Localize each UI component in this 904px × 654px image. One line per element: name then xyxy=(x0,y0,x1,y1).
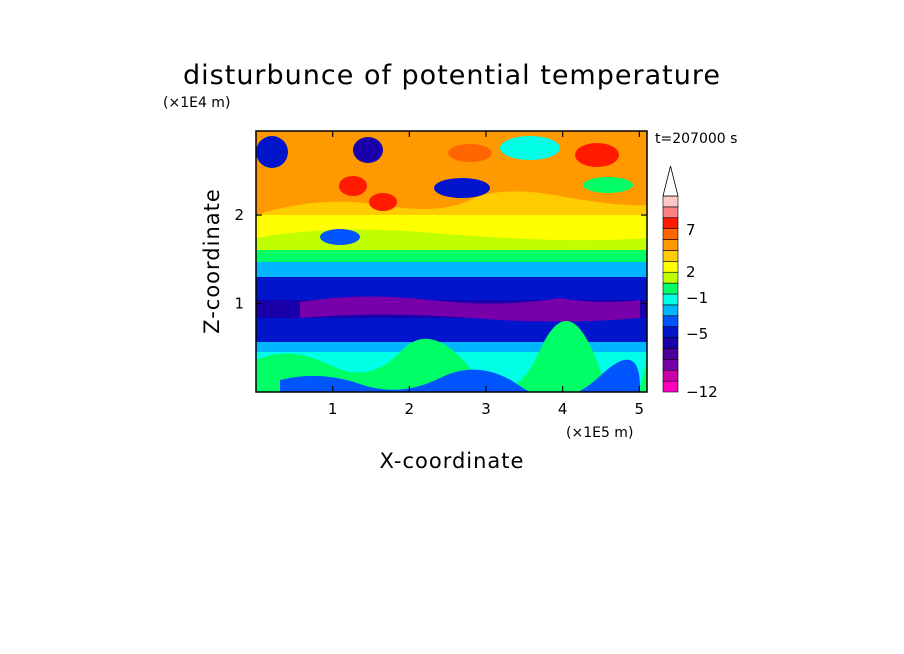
colorbar-swatch xyxy=(662,228,679,240)
colorbar xyxy=(662,165,679,393)
green-cell-top xyxy=(500,136,560,160)
surface-irregular xyxy=(256,320,647,392)
x-tick-label: 3 xyxy=(481,400,491,418)
cold-core-blob xyxy=(300,296,640,322)
colorbar-swatch xyxy=(662,315,679,327)
colorbar-extend-arrow xyxy=(662,165,679,197)
colorbar-label-minus-5: −5 xyxy=(686,325,708,343)
red-cell-right xyxy=(575,143,619,167)
colorbar-labels: 7 2 −1 −5 −12 xyxy=(686,221,718,401)
colorbar-swatch xyxy=(662,337,679,349)
colorbar-swatch xyxy=(662,326,679,338)
colorbar-swatch xyxy=(662,271,679,284)
colorbar-swatch xyxy=(662,250,679,262)
surface-blue xyxy=(280,359,640,392)
blue-cell-4 xyxy=(320,229,360,245)
colorbar-label-minus-1: −1 xyxy=(686,289,708,307)
x-tick-label: 5 xyxy=(635,400,645,418)
colorbar-swatch xyxy=(662,206,679,219)
colorbar-swatch xyxy=(662,282,679,295)
x-axis-label: X-coordinate xyxy=(380,449,525,473)
blue-cell-2 xyxy=(434,178,490,198)
x-axis: 1 2 3 4 5 xyxy=(328,131,644,418)
red-cell-1 xyxy=(339,176,367,196)
x-unit-label: (×1E5 m) xyxy=(566,425,633,441)
green-cell-right xyxy=(583,177,633,193)
colorbar-swatch xyxy=(662,239,679,251)
blue-cell-1 xyxy=(353,137,383,163)
blue-cell-3 xyxy=(256,136,288,168)
colorbar-swatch xyxy=(662,380,679,393)
colorbar-label-minus-12: −12 xyxy=(686,383,718,401)
plot-frame xyxy=(255,130,648,393)
colorbar-swatch xyxy=(662,217,679,229)
x-tick-label: 4 xyxy=(558,400,568,418)
colorbar-label-7: 7 xyxy=(686,221,696,239)
colorbar-swatch xyxy=(662,195,679,208)
time-label: t=207000 s xyxy=(655,131,737,147)
colorbar-label-2: 2 xyxy=(686,263,696,281)
chart-title: disturbunce of potential temperature xyxy=(183,60,721,91)
colorbar-swatch xyxy=(662,293,679,306)
red-cell-top xyxy=(448,144,492,162)
upper-yellow xyxy=(256,191,647,215)
colorbar-swatch xyxy=(662,359,679,371)
x-tick-label: 2 xyxy=(405,400,415,418)
y-unit-label: (×1E4 m) xyxy=(163,95,230,111)
y-tick-label: 2 xyxy=(234,206,244,224)
red-cell-2 xyxy=(369,193,397,211)
colorbar-swatch xyxy=(662,304,679,317)
colorbar-swatch xyxy=(662,369,679,382)
band-transition-2 xyxy=(256,250,647,262)
contour-field xyxy=(256,131,647,392)
colorbar-swatch xyxy=(662,261,679,273)
colorbar-swatch xyxy=(662,348,679,360)
y-axis-label: Z-coordinate xyxy=(200,188,224,334)
x-tick-label: 1 xyxy=(328,400,338,418)
y-tick-label: 1 xyxy=(234,295,244,313)
band-transition xyxy=(256,262,647,277)
y-axis: 12 xyxy=(234,206,647,313)
